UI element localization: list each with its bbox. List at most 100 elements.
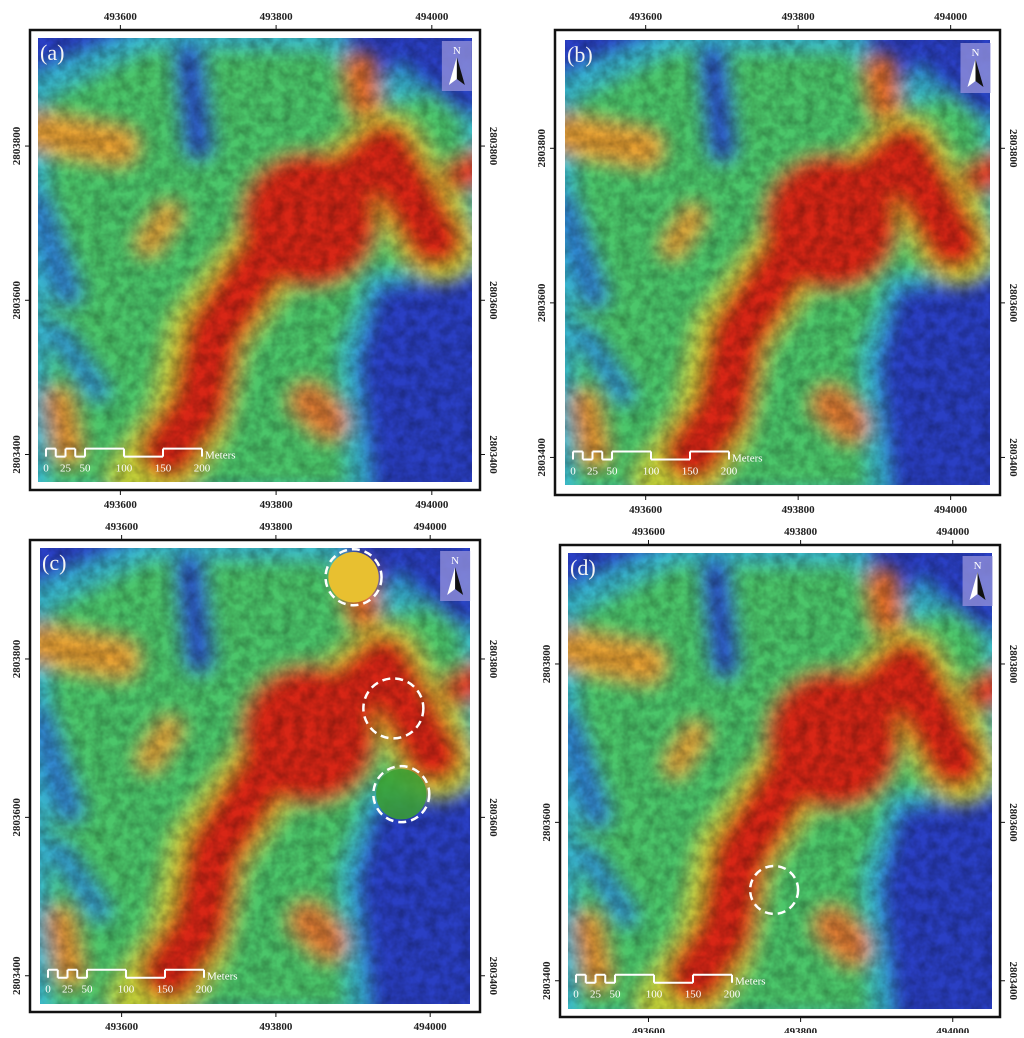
y-tick-label: 2803600 [11, 281, 23, 320]
y-tick-label: 2803400 [11, 435, 23, 474]
scale-label: 50 [80, 463, 92, 475]
scale-label: 200 [196, 984, 213, 996]
y-tick-label: 2803600 [487, 281, 499, 320]
scale-label: 200 [724, 989, 741, 1001]
north-arrow [455, 567, 464, 595]
x-tick-label: 494000 [934, 504, 968, 516]
dashed-circle [324, 548, 383, 607]
x-tick-label: 494000 [414, 521, 448, 533]
x-tick-label: 493800 [782, 11, 816, 23]
y-tick-label: 2803400 [487, 957, 499, 996]
north-arrow [977, 572, 986, 600]
terrain-map [545, 20, 1007, 502]
north-label: N [453, 45, 461, 57]
scale-label: 50 [82, 984, 94, 996]
y-tick-label: 2803600 [1007, 284, 1019, 323]
terrain-map [548, 533, 1009, 1027]
x-tick-label: 493800 [784, 1026, 818, 1033]
north-arrow [447, 567, 456, 595]
scale-label: 100 [646, 989, 663, 1001]
scale-label: 50 [610, 989, 622, 1001]
y-tick-label: 2803400 [541, 961, 553, 1000]
x-tick-label: 493800 [259, 521, 293, 533]
y-tick-label: 2803600 [487, 798, 499, 837]
map-panel: 493600 493800 494000 493600 493800 494000 2803… [11, 11, 499, 511]
scale-label: 100 [643, 466, 660, 478]
scale-label: 200 [721, 466, 738, 478]
dashed-circle [362, 677, 425, 740]
x-tick-label: 493800 [784, 526, 818, 538]
map-frame [28, 538, 482, 1014]
scale-label: 150 [155, 463, 172, 475]
scale-label: 25 [587, 466, 599, 478]
north-label: N [451, 555, 459, 567]
scale-unit: Meters [735, 976, 766, 988]
y-tick-label: 2803800 [541, 644, 553, 683]
map-frame [558, 543, 1002, 1019]
map-panel: 493600 493800 494000 493600 493800 494000 2803… [536, 11, 1019, 516]
north-label: N [974, 560, 982, 572]
terrain-map [20, 528, 488, 1022]
dashed-circle [372, 764, 431, 824]
scale-label: 100 [116, 463, 133, 475]
x-tick-label: 493600 [104, 11, 138, 23]
scale-bar [47, 968, 205, 979]
x-tick-label: 493600 [632, 1026, 666, 1033]
highlight-area [376, 768, 427, 820]
y-tick-label: 2803600 [541, 803, 553, 842]
scale-bar [572, 450, 730, 461]
north-arrow [975, 59, 984, 87]
panel-label: (a) [40, 40, 64, 65]
map-frame [28, 28, 482, 492]
x-tick-label: 493600 [105, 521, 139, 533]
panel-label: (b) [567, 42, 593, 67]
x-tick-label: 494000 [934, 11, 968, 23]
north-arrow [448, 57, 457, 85]
scale-label: 150 [685, 989, 702, 1001]
y-tick-label: 2803600 [536, 283, 548, 322]
y-tick-label: 2803800 [487, 640, 499, 679]
scale-label: 25 [60, 463, 72, 475]
x-tick-label: 493800 [260, 499, 294, 511]
north-arrow [967, 59, 976, 87]
map-frame [553, 28, 1002, 497]
x-tick-label: 493600 [629, 11, 663, 23]
y-tick-label: 2803800 [11, 126, 23, 165]
dashed-circle [748, 864, 800, 916]
y-tick-label: 2803400 [487, 435, 499, 474]
panel-label: (d) [570, 555, 596, 580]
north-label: N [972, 47, 980, 59]
x-tick-label: 494000 [414, 1021, 448, 1033]
y-tick-label: 2803800 [11, 639, 23, 678]
x-tick-label: 494000 [415, 499, 449, 511]
panel-label: (c) [42, 550, 66, 575]
highlight-area [328, 552, 379, 603]
y-tick-label: 2803400 [1007, 962, 1019, 1001]
x-tick-label: 493800 [260, 11, 294, 23]
scale-unit: Meters [205, 450, 236, 462]
scale-label: 200 [194, 463, 211, 475]
map-panel: 493600 493800 494000 493600 493800 494000 2803… [541, 526, 1019, 1038]
x-tick-label: 493600 [105, 1021, 139, 1033]
scale-label: 150 [682, 466, 699, 478]
map-panel: 493600 493800 494000 493600 493800 494000 2803… [11, 521, 499, 1033]
x-tick-label: 494000 [936, 1026, 970, 1033]
x-tick-label: 493800 [259, 1021, 293, 1033]
scale-label: 50 [607, 466, 619, 478]
y-tick-label: 2803400 [536, 438, 548, 477]
north-arrow [969, 572, 978, 600]
north-arrow [456, 57, 465, 85]
scale-bar [45, 447, 203, 458]
scale-unit: Meters [207, 971, 238, 983]
y-tick-label: 2803800 [536, 129, 548, 168]
scale-label: 0 [573, 989, 579, 1001]
y-tick-label: 2803600 [1007, 803, 1019, 842]
y-tick-label: 2803800 [1007, 645, 1019, 684]
x-tick-label: 493800 [782, 504, 816, 516]
scale-unit: Meters [732, 453, 763, 465]
x-tick-label: 494000 [415, 11, 449, 23]
x-tick-label: 493600 [629, 504, 663, 516]
y-tick-label: 2803800 [1007, 129, 1019, 168]
terrain-map [18, 18, 490, 499]
